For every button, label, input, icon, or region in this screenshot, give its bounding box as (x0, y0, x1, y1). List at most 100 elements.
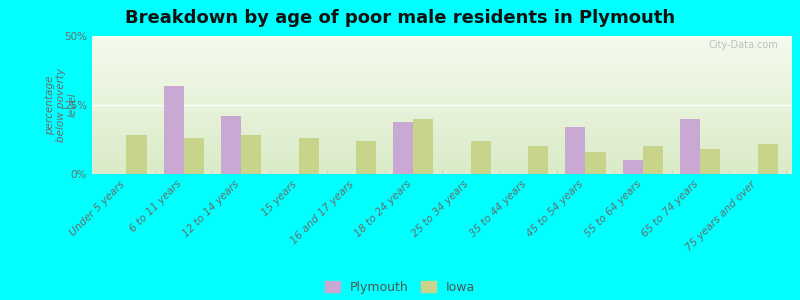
Bar (680, 119, 700, 174)
Bar (92, 72, 792, 74)
Bar (92, 48, 792, 50)
Bar (92, 82, 792, 84)
Bar (92, 101, 792, 103)
Bar (92, 60, 792, 62)
Bar (356, 141, 376, 174)
Bar (92, 155, 792, 157)
Bar (92, 39, 792, 41)
Bar (92, 170, 792, 172)
Bar (92, 119, 792, 121)
Legend: Plymouth, Iowa: Plymouth, Iowa (325, 281, 475, 294)
Bar (92, 50, 792, 52)
Bar (92, 167, 792, 169)
Bar (92, 122, 792, 124)
Bar (92, 36, 792, 38)
Bar (92, 84, 792, 86)
Bar (92, 136, 792, 138)
Bar (92, 131, 792, 133)
Bar (92, 164, 792, 165)
Bar (92, 69, 792, 70)
Bar (92, 140, 792, 141)
Bar (92, 160, 792, 162)
Bar (92, 98, 792, 100)
Bar (92, 143, 792, 145)
Bar (92, 109, 792, 110)
Bar (92, 117, 792, 119)
Bar (92, 158, 792, 160)
Bar (528, 146, 548, 174)
Bar (92, 103, 792, 105)
Bar (92, 110, 792, 112)
Bar (92, 134, 792, 136)
Bar (643, 146, 663, 174)
Bar (184, 138, 204, 174)
Bar (566, 127, 586, 174)
Bar (92, 96, 792, 98)
Bar (241, 135, 262, 174)
Bar (164, 86, 184, 174)
Bar (92, 129, 792, 131)
Bar (92, 121, 792, 122)
Bar (92, 157, 792, 158)
Bar (414, 119, 434, 174)
Bar (92, 105, 792, 107)
Bar (92, 76, 792, 77)
Bar (92, 86, 792, 88)
Bar (92, 141, 792, 143)
Bar (92, 53, 792, 55)
Bar (92, 67, 792, 69)
Bar (92, 172, 792, 174)
Bar (92, 52, 792, 53)
Bar (221, 116, 241, 174)
Bar (92, 41, 792, 43)
Bar (92, 95, 792, 96)
Bar (126, 135, 146, 174)
Bar (92, 65, 792, 67)
Bar (92, 146, 792, 148)
Bar (92, 169, 792, 170)
Bar (92, 70, 792, 72)
Bar (92, 58, 792, 60)
Bar (92, 145, 792, 146)
Y-axis label: percentage
below poverty
level: percentage below poverty level (45, 68, 78, 142)
Bar (92, 165, 792, 167)
Bar (92, 91, 792, 93)
Bar (394, 122, 414, 174)
Bar (700, 149, 720, 174)
Bar (92, 114, 792, 115)
Bar (92, 133, 792, 134)
Bar (92, 107, 792, 108)
Bar (92, 128, 792, 129)
Bar (758, 144, 778, 174)
Bar (92, 124, 792, 126)
Bar (92, 45, 792, 46)
Bar (470, 141, 490, 174)
Bar (92, 64, 792, 65)
Bar (92, 79, 792, 81)
Bar (92, 88, 792, 89)
Bar (92, 81, 792, 82)
Bar (92, 57, 792, 59)
Bar (92, 126, 792, 127)
Bar (92, 152, 792, 153)
Bar (92, 46, 792, 48)
Bar (92, 112, 792, 114)
Bar (92, 115, 792, 117)
Bar (92, 153, 792, 155)
Bar (92, 43, 792, 45)
Bar (92, 55, 792, 57)
Bar (92, 162, 792, 164)
Bar (622, 160, 643, 174)
Text: Breakdown by age of poor male residents in Plymouth: Breakdown by age of poor male residents … (125, 9, 675, 27)
Bar (92, 93, 792, 95)
Text: City-Data.com: City-Data.com (708, 40, 778, 50)
Bar (92, 138, 792, 140)
Bar (92, 62, 792, 64)
Bar (92, 100, 792, 101)
Bar (92, 150, 792, 152)
Bar (298, 138, 318, 174)
Bar (586, 152, 606, 174)
Bar (92, 38, 792, 39)
Bar (92, 74, 792, 76)
Bar (92, 77, 792, 79)
